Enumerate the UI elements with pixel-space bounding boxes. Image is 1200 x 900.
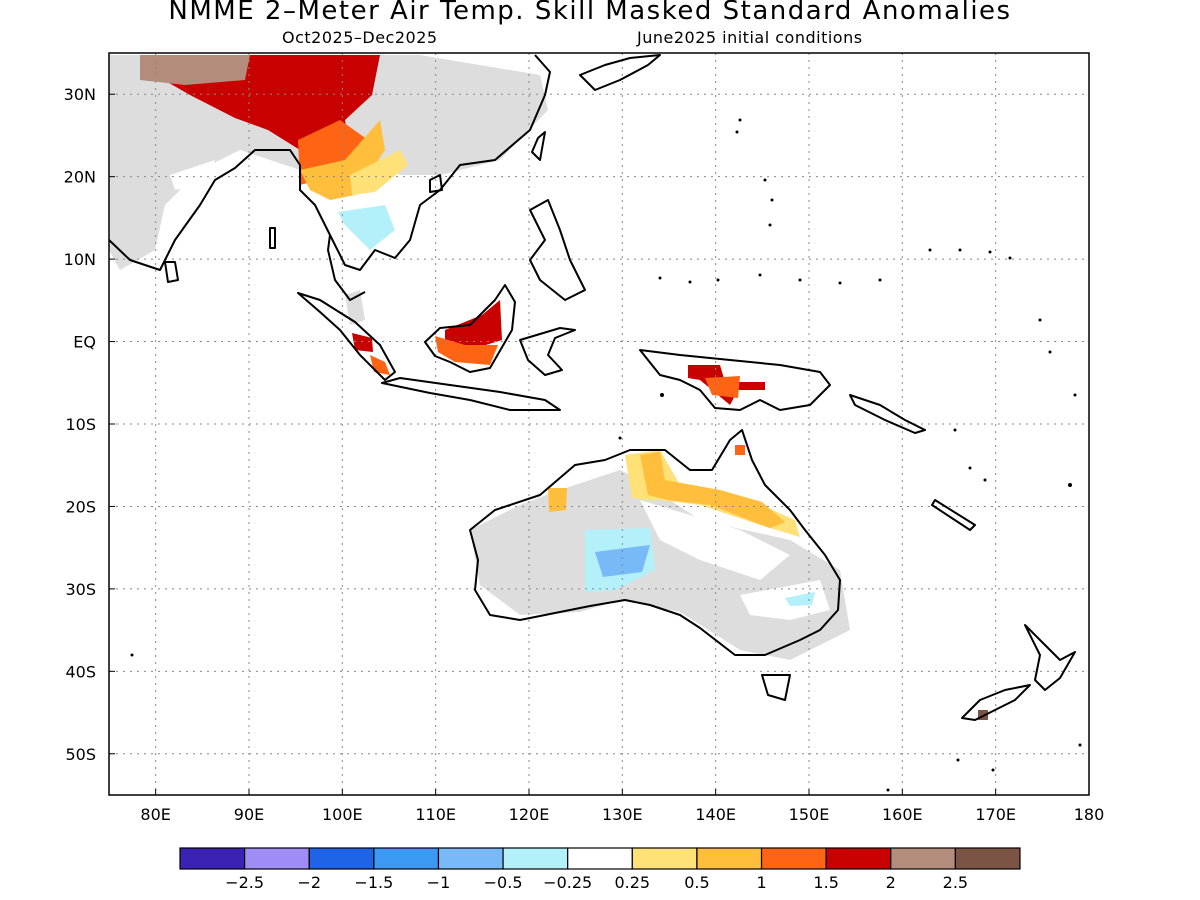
lon-tick-label: 150E: [789, 805, 830, 824]
lat-tick-label: 30S: [65, 580, 96, 599]
coast-new-caledonia: [931, 499, 976, 531]
color-legend: −2.5 −2 −1.5 −1 −0.5 −0.25 0.25 0.5 1 1.5 2 2.5: [179, 847, 1021, 892]
legend-swatch: [696, 847, 763, 870]
legend-swatch: [825, 847, 892, 870]
coast-solomon: [849, 394, 926, 434]
legend-swatch: [179, 847, 246, 870]
lon-tick-label: 120E: [509, 805, 550, 824]
coast-nz-south: [961, 684, 1031, 721]
lat-tick-label: 50S: [65, 745, 96, 764]
lat-tick-label: 10S: [65, 415, 96, 434]
legend-label: 0.5: [684, 873, 709, 892]
legend-label: 2.5: [943, 873, 968, 892]
warm-china-brown: [140, 55, 250, 85]
island-markers: [130, 118, 1082, 792]
white-patch-australia: [640, 500, 790, 580]
lat-tick-label: 20S: [65, 497, 96, 516]
legend-label: −1: [427, 873, 451, 892]
coast-sumatra: [297, 292, 396, 381]
legend-label: −2.5: [225, 873, 264, 892]
cool-australia-mid: [595, 545, 650, 577]
warm-myanmar-yellow: [350, 150, 408, 195]
coast-java: [381, 377, 561, 411]
warm-borneo-red: [445, 300, 502, 350]
cool-indochina: [338, 205, 395, 250]
lon-tick-label: 100E: [322, 805, 363, 824]
coast-new-guinea: [639, 349, 831, 411]
coast-andaman: [269, 227, 276, 249]
white-patch-southeast: [740, 580, 830, 620]
legend-swatch: [567, 847, 633, 870]
lat-tick-label: 20N: [64, 168, 96, 187]
initial-conditions: June2025 initial conditions: [637, 28, 863, 47]
warm-australia-orange: [735, 445, 745, 455]
coast-australia: [469, 429, 841, 656]
legend-swatch: [954, 847, 1021, 870]
warm-newguinea-orange: [705, 376, 740, 398]
lat-tick-label: EQ: [73, 333, 96, 352]
gridlines: [109, 53, 1089, 795]
legend-swatch: [244, 847, 310, 870]
lat-tick-label: 40S: [65, 662, 96, 681]
warm-borneo-orange: [435, 336, 498, 365]
lon-tick-label: 110E: [415, 805, 456, 824]
lat-tick-label: 30N: [64, 85, 96, 104]
lon-tick-label: 80E: [140, 805, 170, 824]
legend-swatch: [631, 847, 698, 870]
warm-nt-coast: [548, 488, 567, 512]
map-title: NMME 2–Meter Air Temp. Skill Masked Stan…: [168, 0, 1012, 26]
legend-label: 2: [886, 873, 896, 892]
lon-tick-label: 180: [1074, 805, 1105, 824]
coast-malay-peninsula: [327, 234, 366, 301]
lat-tick-label: 10N: [64, 250, 96, 269]
coastlines: [109, 54, 1076, 721]
legend-label: −0.5: [484, 873, 523, 892]
legend-swatch: [373, 847, 440, 870]
white-patch-india: [170, 160, 215, 190]
legend-label: −1.5: [354, 873, 393, 892]
legend-label: 1: [756, 873, 766, 892]
coast-tasmania: [761, 674, 791, 701]
legend-swatch: [890, 847, 956, 870]
coast-nz-north: [1024, 624, 1076, 691]
warm-australia-gold: [640, 452, 785, 528]
legend-label: 1.5: [813, 873, 838, 892]
legend-swatch: [308, 847, 375, 870]
lon-tick-label: 130E: [602, 805, 643, 824]
lon-tick-label: 160E: [882, 805, 923, 824]
latitude-axis: 30N 20N 10N EQ 10S 20S 30S 40S 50S: [64, 85, 115, 764]
legend-swatch: [760, 847, 827, 870]
coast-asia-mainland: [109, 54, 551, 271]
legend-swatch: [437, 847, 504, 870]
coast-sri-lanka: [164, 261, 179, 283]
coast-hainan: [429, 174, 443, 193]
coast-borneo: [424, 284, 516, 373]
warm-sumatra: [352, 333, 373, 352]
lon-tick-label: 170E: [975, 805, 1016, 824]
coast-taiwan: [531, 131, 546, 161]
legend-swatch: [502, 847, 569, 870]
grey-area-sumatra: [345, 290, 365, 325]
legend-label: −0.25: [543, 873, 592, 892]
forecast-period: Oct2025–Dec2025: [282, 28, 438, 47]
legend-label: 0.25: [614, 873, 650, 892]
coast-sulawesi: [519, 327, 576, 376]
longitude-axis: 80E 90E 100E 110E 120E 130E 140E 150E 160E 170E 18…: [140, 789, 1104, 824]
coast-japan: [579, 54, 661, 91]
lon-tick-label: 90E: [234, 805, 264, 824]
legend-label: −2: [297, 873, 321, 892]
coast-philippines: [529, 199, 586, 301]
lon-tick-label: 140E: [695, 805, 736, 824]
anomaly-fields: [109, 55, 988, 720]
cool-victoria: [785, 592, 815, 606]
